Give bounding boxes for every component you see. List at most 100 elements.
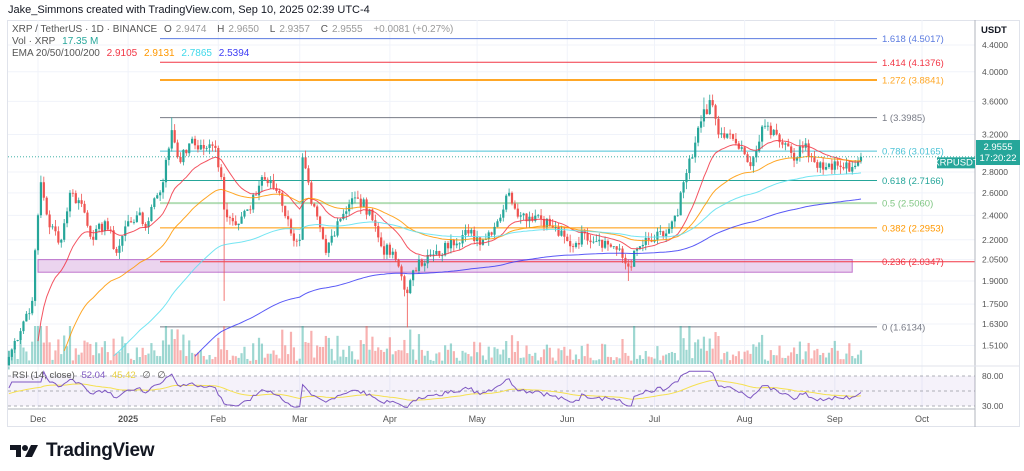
- candle-body[interactable]: [502, 209, 505, 218]
- candle-body[interactable]: [455, 243, 458, 246]
- candle-body[interactable]: [208, 144, 211, 148]
- candle-body[interactable]: [356, 197, 359, 199]
- candle-body[interactable]: [569, 241, 572, 247]
- candle-body[interactable]: [487, 232, 490, 240]
- candle-body[interactable]: [819, 162, 822, 168]
- candle-body[interactable]: [662, 231, 665, 237]
- candle-body[interactable]: [554, 227, 557, 228]
- candle-body[interactable]: [112, 230, 115, 250]
- candle-body[interactable]: [173, 130, 176, 143]
- candle-body[interactable]: [557, 227, 560, 236]
- candle-body[interactable]: [755, 150, 758, 158]
- candle-body[interactable]: [531, 216, 534, 221]
- candle-body[interactable]: [103, 221, 106, 232]
- candle-body[interactable]: [438, 250, 441, 256]
- candle-body[interactable]: [464, 229, 467, 236]
- candle-body[interactable]: [734, 138, 738, 144]
- candle-body[interactable]: [574, 243, 578, 247]
- legend-ema-row[interactable]: EMA 20/50/100/200 2.9105 2.9131 2.7865 2…: [12, 48, 253, 59]
- candle-body[interactable]: [772, 129, 775, 136]
- candle-body[interactable]: [304, 157, 307, 169]
- candle-body[interactable]: [641, 244, 644, 247]
- candle-body[interactable]: [31, 300, 34, 314]
- candle-body[interactable]: [601, 239, 604, 248]
- candle-body[interactable]: [48, 214, 51, 228]
- candle-body[interactable]: [563, 230, 566, 237]
- candle-body[interactable]: [269, 180, 272, 184]
- candle-body[interactable]: [237, 223, 240, 226]
- candle-body[interactable]: [481, 239, 485, 245]
- candle-body[interactable]: [769, 125, 772, 136]
- candle-body[interactable]: [545, 218, 548, 228]
- candle-body[interactable]: [199, 145, 202, 150]
- candle-body[interactable]: [77, 200, 80, 204]
- candle-body[interactable]: [179, 157, 182, 163]
- candle-body[interactable]: [400, 266, 403, 277]
- candle-body[interactable]: [272, 180, 275, 189]
- candle-body[interactable]: [449, 239, 453, 249]
- candle-body[interactable]: [397, 259, 400, 267]
- candle-body[interactable]: [28, 313, 31, 315]
- candle-body[interactable]: [665, 233, 668, 237]
- candle-body[interactable]: [746, 154, 749, 163]
- candle-body[interactable]: [417, 259, 421, 271]
- candle-body[interactable]: [470, 229, 473, 234]
- candle-body[interactable]: [444, 242, 447, 256]
- candle-body[interactable]: [153, 198, 156, 207]
- candle-body[interactable]: [775, 129, 778, 135]
- candle-body[interactable]: [36, 215, 40, 251]
- candle-body[interactable]: [676, 215, 679, 217]
- candle-body[interactable]: [353, 197, 357, 199]
- candle-body[interactable]: [685, 173, 688, 183]
- candle-body[interactable]: [603, 240, 607, 248]
- candle-body[interactable]: [377, 226, 380, 238]
- candle-body[interactable]: [412, 270, 415, 281]
- candle-body[interactable]: [191, 138, 194, 144]
- candle-body[interactable]: [295, 240, 298, 242]
- candle-body[interactable]: [571, 246, 575, 248]
- candle-body[interactable]: [260, 177, 264, 186]
- candle-body[interactable]: [842, 167, 845, 169]
- candle-body[interactable]: [124, 226, 127, 236]
- candle-body[interactable]: [223, 177, 226, 210]
- candle-body[interactable]: [510, 192, 514, 204]
- candle-body[interactable]: [432, 254, 435, 256]
- candle-body[interactable]: [97, 223, 101, 229]
- candle-body[interactable]: [135, 215, 138, 222]
- candle-body[interactable]: [141, 212, 144, 225]
- candle-body[interactable]: [371, 209, 374, 221]
- candle-body[interactable]: [496, 221, 499, 227]
- candle-body[interactable]: [289, 219, 293, 234]
- ema100-line[interactable]: [113, 172, 862, 357]
- candle-body[interactable]: [566, 236, 569, 242]
- candle-body[interactable]: [333, 235, 336, 237]
- candle-body[interactable]: [758, 141, 761, 151]
- candle-body[interactable]: [286, 216, 290, 220]
- candle-body[interactable]: [423, 263, 426, 266]
- candle-body[interactable]: [694, 142, 697, 158]
- candle-body[interactable]: [19, 331, 22, 341]
- candle-body[interactable]: [615, 246, 618, 250]
- candle-body[interactable]: [420, 259, 423, 266]
- candle-body[interactable]: [220, 167, 223, 178]
- ema20-line[interactable]: [37, 139, 862, 342]
- candle-body[interactable]: [159, 192, 162, 196]
- candle-body[interactable]: [644, 237, 647, 245]
- candle-body[interactable]: [827, 163, 831, 168]
- candle-body[interactable]: [673, 215, 676, 222]
- candle-body[interactable]: [851, 167, 854, 172]
- candle-body[interactable]: [414, 270, 418, 272]
- candle-body[interactable]: [7, 356, 11, 366]
- candle-body[interactable]: [188, 143, 191, 154]
- candle-body[interactable]: [321, 227, 325, 239]
- candle-body[interactable]: [118, 245, 121, 253]
- candle-body[interactable]: [246, 209, 249, 211]
- candle-body[interactable]: [705, 109, 708, 114]
- candle-body[interactable]: [95, 228, 98, 240]
- candle-body[interactable]: [513, 203, 517, 209]
- candle-body[interactable]: [263, 177, 266, 180]
- candle-body[interactable]: [697, 127, 700, 143]
- candle-body[interactable]: [592, 241, 595, 243]
